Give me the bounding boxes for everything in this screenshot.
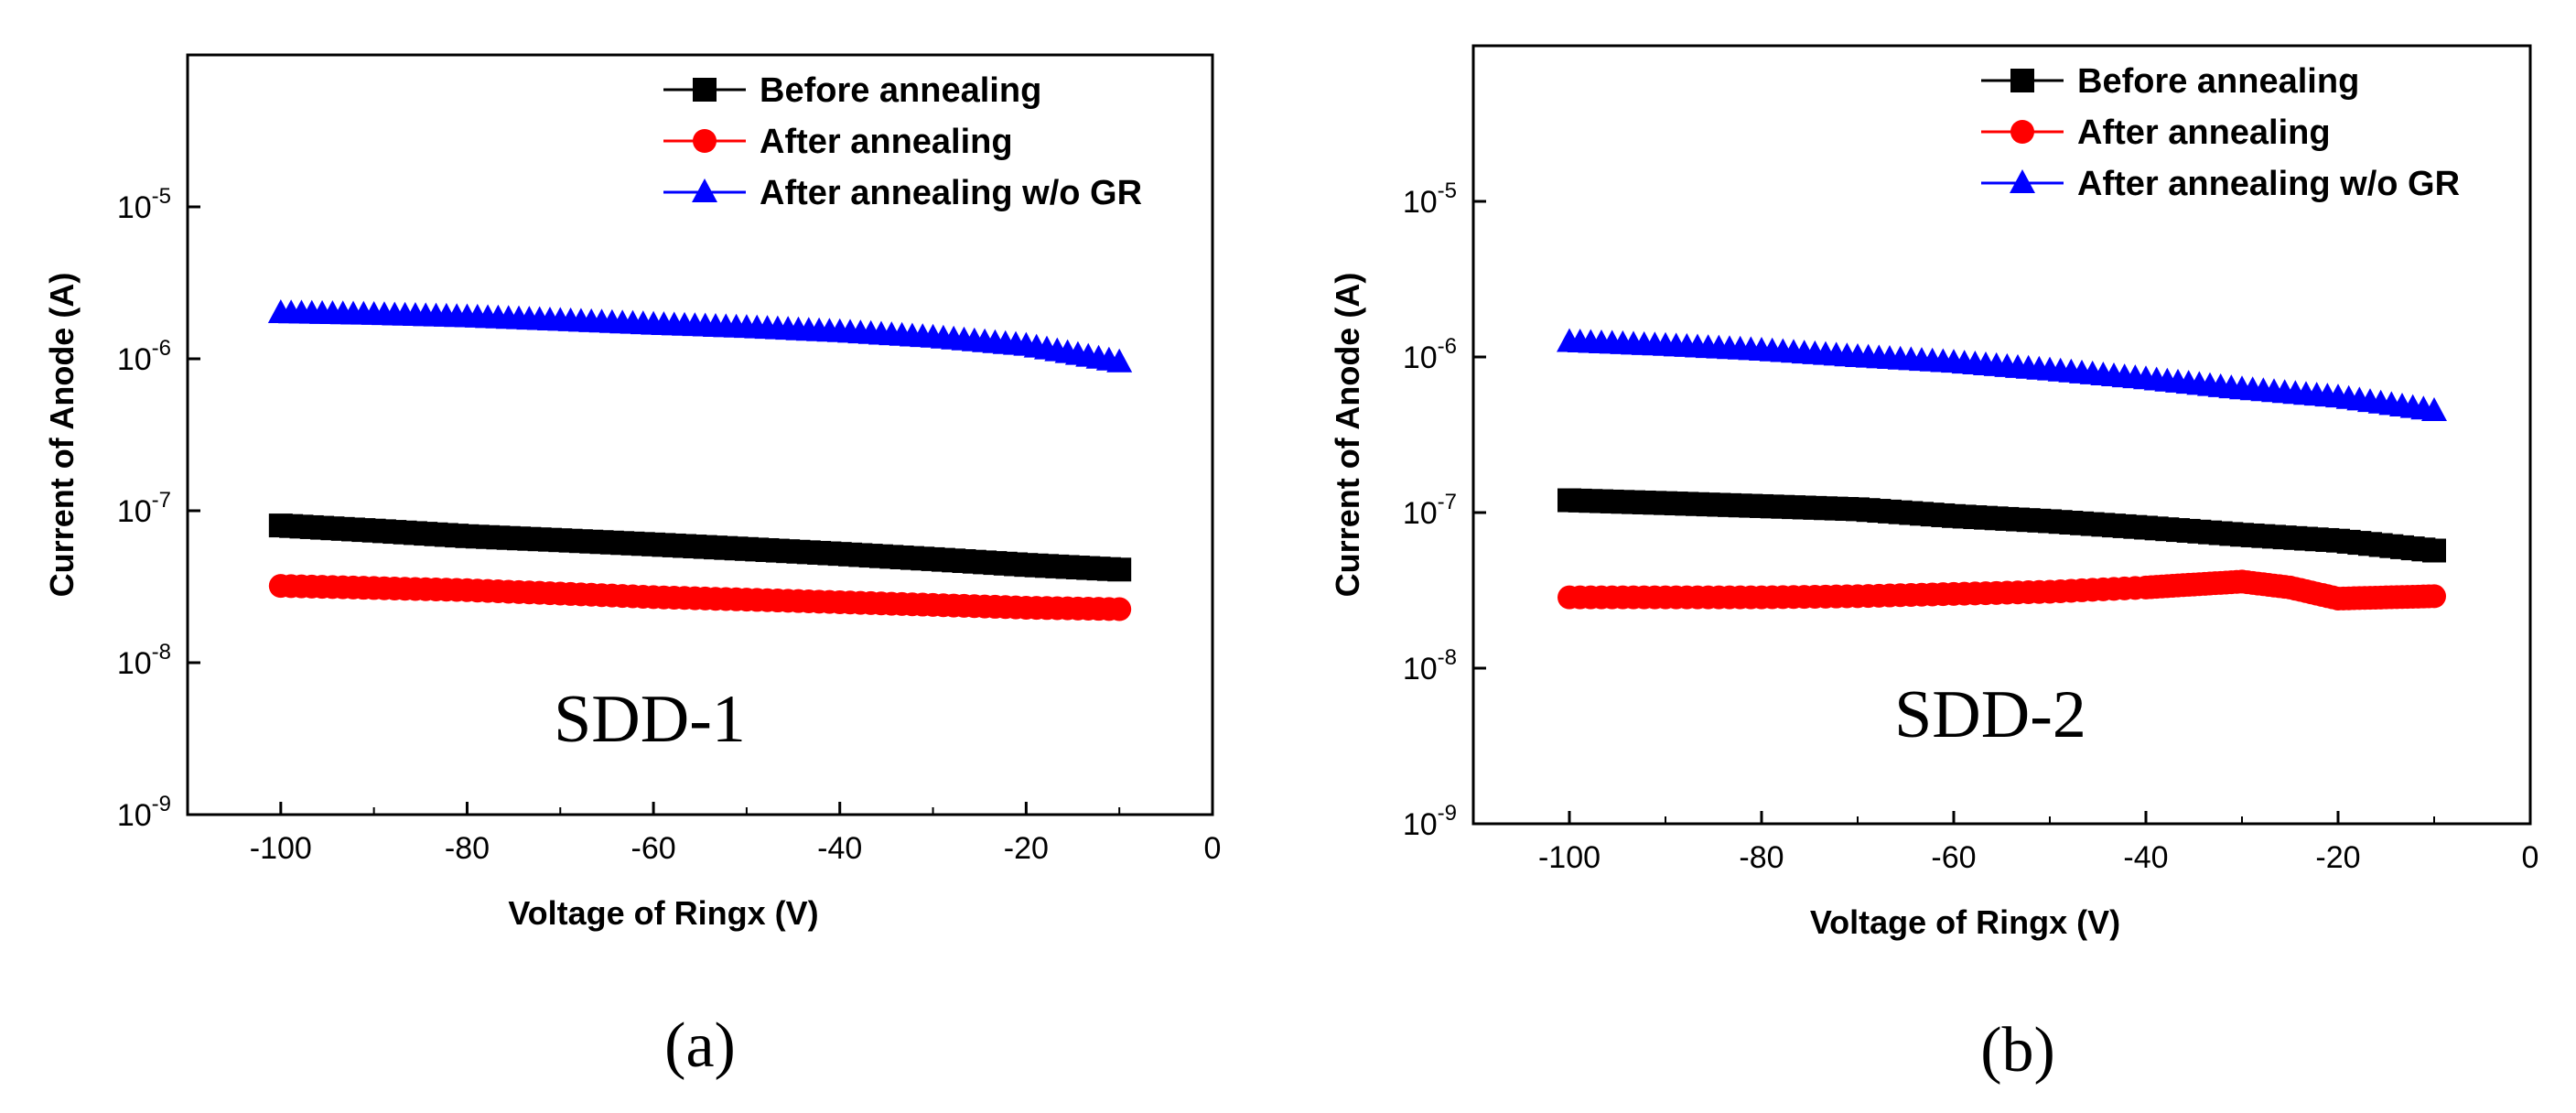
legend-label: After annealing xyxy=(2077,113,2331,152)
y-tick-exponent: -8 xyxy=(152,640,171,665)
series-square xyxy=(1557,488,2446,563)
series-circle xyxy=(268,574,1132,621)
x-tick-label: -80 xyxy=(1739,840,1784,875)
y-axis-title: Current of Anode (A) xyxy=(1329,273,1366,598)
legend-marker xyxy=(2010,120,2034,144)
y-tick-label: 10-7 xyxy=(117,488,171,529)
legend-marker xyxy=(693,129,717,153)
legend-marker xyxy=(693,78,717,102)
y-tick-label: 10-8 xyxy=(1403,645,1457,686)
chart-panel-2: -100 -80 -60 -40 -20 010-910-810-710-610-5Vol… xyxy=(1329,44,2539,1086)
plot-frame xyxy=(186,53,1214,816)
y-tick-exponent: -8 xyxy=(1438,645,1457,670)
y-tick-label: 10-7 xyxy=(1403,490,1457,531)
y-tick-base: 10 xyxy=(117,342,152,377)
y-tick-base: 10 xyxy=(1403,340,1438,375)
legend-marker xyxy=(692,178,717,202)
y-tick-exponent: -9 xyxy=(1438,801,1457,826)
x-tick-label: -80 xyxy=(445,831,490,866)
y-tick-exponent: -6 xyxy=(1438,334,1457,359)
legend-marker xyxy=(2010,69,2034,92)
y-tick-exponent: -5 xyxy=(152,184,171,209)
y-tick-label: 10-6 xyxy=(117,336,171,377)
y-tick-base: 10 xyxy=(1403,652,1438,686)
x-tick-label: -40 xyxy=(2123,840,2168,875)
series-triangle xyxy=(267,299,1133,373)
panel-caption: (a) xyxy=(664,1010,736,1081)
y-tick-exponent: -9 xyxy=(152,792,171,816)
x-tick-label: 0 xyxy=(2522,840,2539,875)
data-marker xyxy=(1107,557,1132,582)
y-tick-label: 10-9 xyxy=(117,792,171,833)
legend-label: After annealing xyxy=(760,123,1013,161)
x-tick-label: -100 xyxy=(250,831,312,866)
legend-marker xyxy=(2010,169,2035,193)
legend-label: Before annealing xyxy=(2077,62,2359,101)
x-tick-label: -60 xyxy=(631,831,676,866)
y-tick-base: 10 xyxy=(117,646,152,681)
data-marker xyxy=(1107,597,1132,621)
x-tick-label: 0 xyxy=(1204,831,1222,866)
y-tick-base: 10 xyxy=(117,190,152,225)
x-tick-label: -60 xyxy=(1931,840,1976,875)
y-tick-label: 10-5 xyxy=(1403,178,1457,220)
x-axis-title: Voltage of Ringx (V) xyxy=(1810,903,2120,941)
panel-caption: (b) xyxy=(1980,1015,2055,1086)
y-tick-base: 10 xyxy=(1403,185,1438,220)
legend: Before annealing After annealing After ann… xyxy=(663,71,1142,212)
series-square xyxy=(268,513,1132,582)
x-axis-title: Voltage of Ringx (V) xyxy=(508,894,818,932)
data-marker xyxy=(1106,348,1133,373)
y-axis-title: Current of Anode (A) xyxy=(43,273,81,598)
x-tick-label: -100 xyxy=(1538,840,1601,875)
series-circle xyxy=(1557,569,2446,611)
y-tick-exponent: -5 xyxy=(1438,178,1457,203)
chart-panel-1: -100 -80 -60 -40 -20 010-910-810-710-610-5Vol… xyxy=(43,53,1222,1081)
y-tick-label: 10-6 xyxy=(1403,334,1457,375)
panel-annotation: SDD-2 xyxy=(1894,677,2086,752)
panel-annotation: SDD-1 xyxy=(554,682,746,757)
y-tick-exponent: -6 xyxy=(152,336,171,361)
y-tick-label: 10-9 xyxy=(1403,801,1457,842)
y-tick-exponent: -7 xyxy=(1438,490,1457,514)
legend-label: After annealing w/o GR xyxy=(2077,165,2460,203)
legend-label: After annealing w/o GR xyxy=(760,174,1142,212)
legend: Before annealing After annealing After ann… xyxy=(1981,62,2460,203)
plot-frame xyxy=(1471,44,2532,826)
data-marker xyxy=(2421,396,2447,421)
y-tick-exponent: -7 xyxy=(152,488,171,513)
y-tick-label: 10-8 xyxy=(117,640,171,681)
x-tick-label: -40 xyxy=(817,831,862,866)
x-tick-label: -20 xyxy=(1004,831,1049,866)
series-triangle xyxy=(1557,328,2447,421)
data-marker xyxy=(2422,538,2446,563)
legend-label: Before annealing xyxy=(760,71,1041,110)
y-tick-base: 10 xyxy=(1403,496,1438,531)
x-tick-label: -20 xyxy=(2315,840,2360,875)
data-marker xyxy=(2422,584,2446,609)
y-tick-label: 10-5 xyxy=(117,184,171,225)
y-tick-base: 10 xyxy=(117,494,152,529)
y-tick-base: 10 xyxy=(117,798,152,833)
y-tick-base: 10 xyxy=(1403,807,1438,842)
